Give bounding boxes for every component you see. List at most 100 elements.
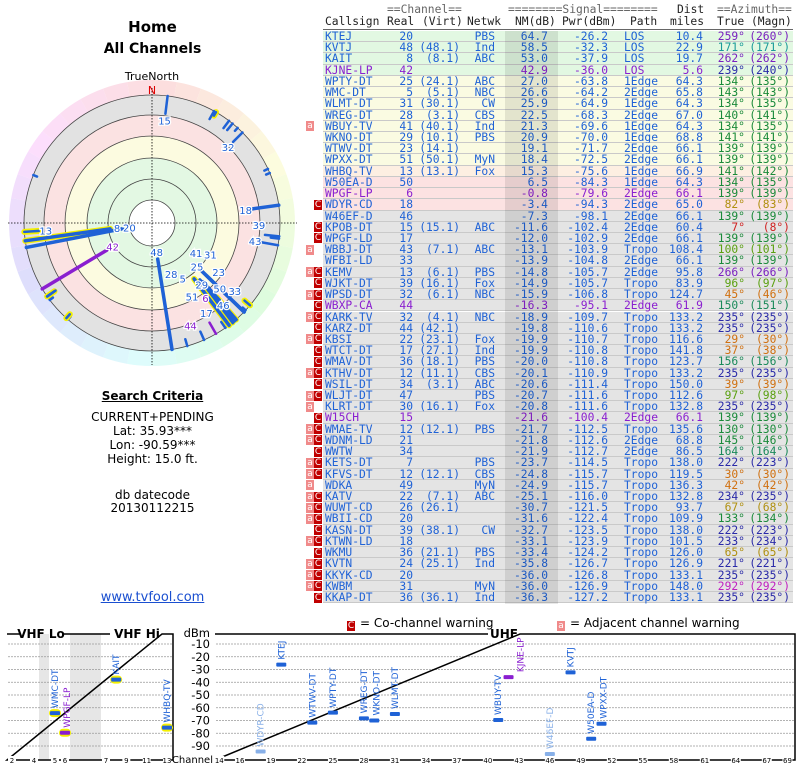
cell-path: 2Edge: [624, 153, 659, 167]
cell-real: 6: [406, 187, 413, 201]
table-row[interactable]: WFBI-LD 33 -13.9 -104.8 2Edge 66.1 139° (139°): [323, 255, 793, 267]
table-row[interactable]: WMAV-DT 36 (18.1) PBS -20.0 -110.8 Tropo 123.7 1…: [323, 355, 793, 369]
table-row[interactable]: WWTW 34 -21.9 -112.7 2Edge 86.5 164° (164°): [323, 445, 793, 459]
table-row[interactable]: KARZ-DT 44 (42.1) -19.8 -110.6 Tropo 133.2 235°…: [323, 323, 793, 334]
table-row[interactable]: WMAE-TV 12 (12.1) PBS -21.7 -112.5 Tropo 135.6 1…: [323, 424, 793, 435]
cell-netwk: MyN: [474, 579, 495, 593]
table-row[interactable]: KVTJ 48 (48.1) Ind 58.5 -32.3 LOS 22.9 171° (171°…: [323, 42, 793, 54]
cell-pwr: -124.2: [567, 546, 608, 560]
table-row[interactable]: WPGF-LD 17 -12.0 -102.9 2Edge 66.1 139° (139°): [323, 233, 793, 245]
table-row[interactable]: WKMU 36 (21.1) PBS -33.4 -124.2 Tropo 126.0 65° (…: [323, 546, 793, 560]
adjacent-channel-flag-icon: a: [306, 457, 314, 468]
table-row[interactable]: KWBM 31 MyN -36.0 -126.9 Tropo 148.0 292° (292°): [323, 581, 793, 592]
table-row[interactable]: KEMV 13 (6.1) PBS -14.8 -105.7 2Edge 95.8 266° (2…: [323, 265, 793, 279]
cell-true: 82°: [724, 198, 745, 212]
table-row[interactable]: KTEJ 20 PBS 64.7 -26.2 LOS 10.4 259° (260°): [323, 30, 793, 43]
cell-true: 259°: [717, 30, 745, 43]
table-row[interactable]: WBII-CD 20 -31.6 -122.4 Tropo 109.9 133° (134°): [323, 513, 793, 525]
azimuth-color-ring: [174, 82, 201, 103]
co-channel-flag-icon: C: [314, 435, 322, 446]
cell-dist: 136.3: [668, 478, 703, 492]
cell-real: 32: [399, 310, 413, 324]
table-row[interactable]: WPGF-LP 6 -0.8 -79.6 2Edge 66.1 139° (139°): [323, 187, 793, 201]
table-row[interactable]: WDNM-LD 21 -21.8 -112.6 2Edge 68.8 145° (146°): [323, 433, 793, 447]
col-true: True: [717, 15, 745, 28]
table-row[interactable]: KTWN-LD 18 -33.1 -123.9 Tropo 101.5 233° (234°): [323, 534, 793, 548]
table-row[interactable]: WTCT-DT 17 (27.1) Ind -19.9 -110.8 Tropo 141.8 3…: [323, 345, 793, 357]
table-row[interactable]: WPTY-DT 25 (24.1) ABC 27.0 -63.8 1Edge 64.3 134°…: [323, 74, 793, 88]
adjacent-channel-flag-icon: a: [306, 312, 314, 322]
table-row[interactable]: WLJT-DT 47 PBS -20.7 -111.6 Tropo 112.6 97° (98°…: [323, 390, 793, 402]
station-marker-label: KAIT: [112, 654, 122, 675]
cell-real: 20: [399, 568, 413, 582]
latitude: Lat: 35.93***: [113, 424, 192, 438]
table-row[interactable]: WUWT-CD 26 (26.1) -30.7 -121.5 Tropo 93.7 67° (6…: [323, 501, 793, 515]
cell-nm: -19.9: [513, 332, 548, 346]
adjacent-channel-legend-text: = Adjacent channel warning: [570, 616, 740, 630]
cell-callsign: KARZ-DT: [325, 321, 373, 335]
cell-dist: 126.9: [668, 557, 703, 571]
adjacent-channel-flag-icon: a: [306, 267, 314, 278]
table-row[interactable]: KTHV-DT 12 (11.1) CBS -20.1 -110.9 Tropo 133.2 2…: [323, 367, 793, 379]
co-channel-flag-icon: C: [314, 469, 322, 480]
adjacent-channel-flag-icon: a: [306, 424, 314, 435]
table-row[interactable]: KARK-TV 32 (4.1) NBC -18.9 -109.7 Tropo 133.2 23…: [323, 310, 793, 324]
table-row[interactable]: WBBJ-DT 43 (7.1) ABC -13.1 -103.9 Tropo 108.4 10…: [323, 244, 793, 256]
station-marker: [586, 736, 597, 741]
table-row[interactable]: KASN-DT 39 (38.1) CW -32.7 -123.5 Tropo 138.0 22…: [323, 525, 793, 536]
cell-true: 134°: [717, 74, 745, 88]
table-row[interactable]: KKYK-CD 20 -36.0 -126.8 Tropo 133.1 235° (235°): [323, 568, 793, 582]
cell-pwr: -112.7: [567, 445, 608, 459]
adjacent-channel-flag-icon: a: [306, 435, 314, 446]
table-row[interactable]: WSIL-DT 34 (3.1) ABC -20.6 -111.4 Tropo 150.0 39…: [323, 379, 793, 391]
table-row[interactable]: KJNE-LP 42 42.9 -36.0 LOS 5.6 239° (240°): [323, 65, 793, 76]
tvfool-link[interactable]: www.tvfool.com: [100, 590, 205, 605]
cell-dist: 86.5: [675, 445, 703, 459]
table-row[interactable]: WPSD-DT 32 (6.1) NBC -15.9 -106.8 Tropo 124.7 45…: [323, 289, 793, 301]
cell-real: 13: [399, 265, 413, 279]
co-channel-flag-icon: C: [314, 547, 322, 558]
table-row[interactable]: W46EF-D 46 -7.3 -98.1 2Edge 66.1 139° (139°): [323, 210, 793, 222]
cell-real: 8: [406, 52, 413, 66]
cell-virt: (50.1): [419, 153, 460, 167]
table-row[interactable]: KAIT 8 (8.1) ABC 53.0 -37.9 LOS 19.7 262° (262°): [323, 52, 793, 66]
cell-real: 26: [399, 501, 413, 515]
cell-magn: (156°): [749, 355, 790, 369]
table-row[interactable]: WMC-DT 5 (5.1) NBC 26.6 -64.2 2Edge 65.8 143° (14…: [323, 86, 793, 100]
table-row[interactable]: KETS-DT 7 PBS -23.7 -114.5 Tropo 138.0 222° (223…: [323, 457, 793, 469]
table-row[interactable]: KATV 22 (7.1) ABC -25.1 -116.0 Tropo 132.8 234° (…: [323, 491, 793, 503]
table-row[interactable]: W50EA-D 50 6.5 -84.3 1Edge 64.3 134° (135°): [323, 177, 793, 189]
cell-nm: 42.9: [520, 63, 548, 77]
table-row[interactable]: WKNO-DT 29 (10.1) PBS 20.9 -70.0 1Edge 68.8 141°…: [323, 132, 793, 144]
table-row[interactable]: KFVS-DT 12 (12.1) CBS -24.8 -115.7 Tropo 119.5 3…: [323, 468, 793, 480]
cell-dist: 101.5: [668, 534, 703, 548]
table-row[interactable]: WBXP-CA 44 -16.3 -95.1 2Edge 61.9 150° (151°): [323, 300, 793, 312]
table-row[interactable]: WTWV-DT 23 (14.1) 19.1 -71.7 2Edge 66.1 139° (13…: [323, 143, 793, 155]
table-row[interactable]: KKAP-DT 36 (36.1) Ind -36.3 -127.2 Tropo 133.1 2…: [323, 592, 793, 604]
cell-true: 143°: [717, 86, 745, 100]
cell-pwr: -112.6: [567, 433, 608, 447]
table-row[interactable]: KVTN 24 (25.1) Ind -35.8 -126.7 Tropo 126.9 221°…: [323, 557, 793, 571]
cell-virt: (16.1): [419, 276, 460, 290]
table-row[interactable]: WDKA 49 MyN -24.9 -115.7 Tropo 136.3 42° (42°): [323, 478, 793, 492]
table-row[interactable]: W15CH 15 -21.6 -100.4 2Edge 66.1 139° (139°): [323, 412, 793, 424]
tick-bg: [606, 756, 617, 764]
station-marker-label: WPXX-DT: [600, 676, 610, 718]
table-row[interactable]: KPOB-DT 15 (15.1) ABC -11.6 -102.4 2Edge 60.4 7°…: [323, 222, 793, 233]
table-row[interactable]: KLRT-DT 30 (16.1) Fox -20.8 -111.6 Tropo 132.8 2…: [323, 400, 793, 414]
cell-nm: 26.6: [520, 86, 548, 100]
table-row[interactable]: WLMT-DT 31 (30.1) CW 25.9 -64.9 1Edge 64.3 134° (…: [323, 98, 793, 110]
table-row[interactable]: WHBQ-TV 13 (13.1) Fox 15.3 -75.6 1Edge 66.9 141°…: [323, 165, 793, 177]
table-row[interactable]: WBUY-TV 41 (40.1) Ind 21.3 -69.6 1Edge 64.3 134°…: [323, 121, 793, 132]
table-row[interactable]: WREG-DT 28 (3.1) CBS 22.5 -68.3 2Edge 67.0 140° (…: [323, 109, 793, 121]
cell-path: Tropo: [624, 400, 659, 414]
table-row[interactable]: WDYR-CD 18 -3.4 -94.3 2Edge 65.0 82° (83°): [323, 198, 793, 212]
table-row[interactable]: WJKT-DT 39 (16.1) Fox -14.9 -105.7 Tropo 83.9 96…: [323, 276, 793, 290]
co-channel-flag-icon: C: [314, 278, 322, 289]
cell-real: 20: [399, 30, 413, 43]
table-row[interactable]: WPXX-DT 51 (50.1) MyN 18.4 -72.5 2Edge 66.1 139°…: [323, 153, 793, 167]
co-channel-flag-icon: C: [314, 323, 322, 334]
cell-magn: (234°): [749, 534, 790, 548]
table-row[interactable]: KBSI 22 (23.1) Fox -19.9 -110.7 Tropo 116.6 29° (…: [323, 332, 793, 346]
